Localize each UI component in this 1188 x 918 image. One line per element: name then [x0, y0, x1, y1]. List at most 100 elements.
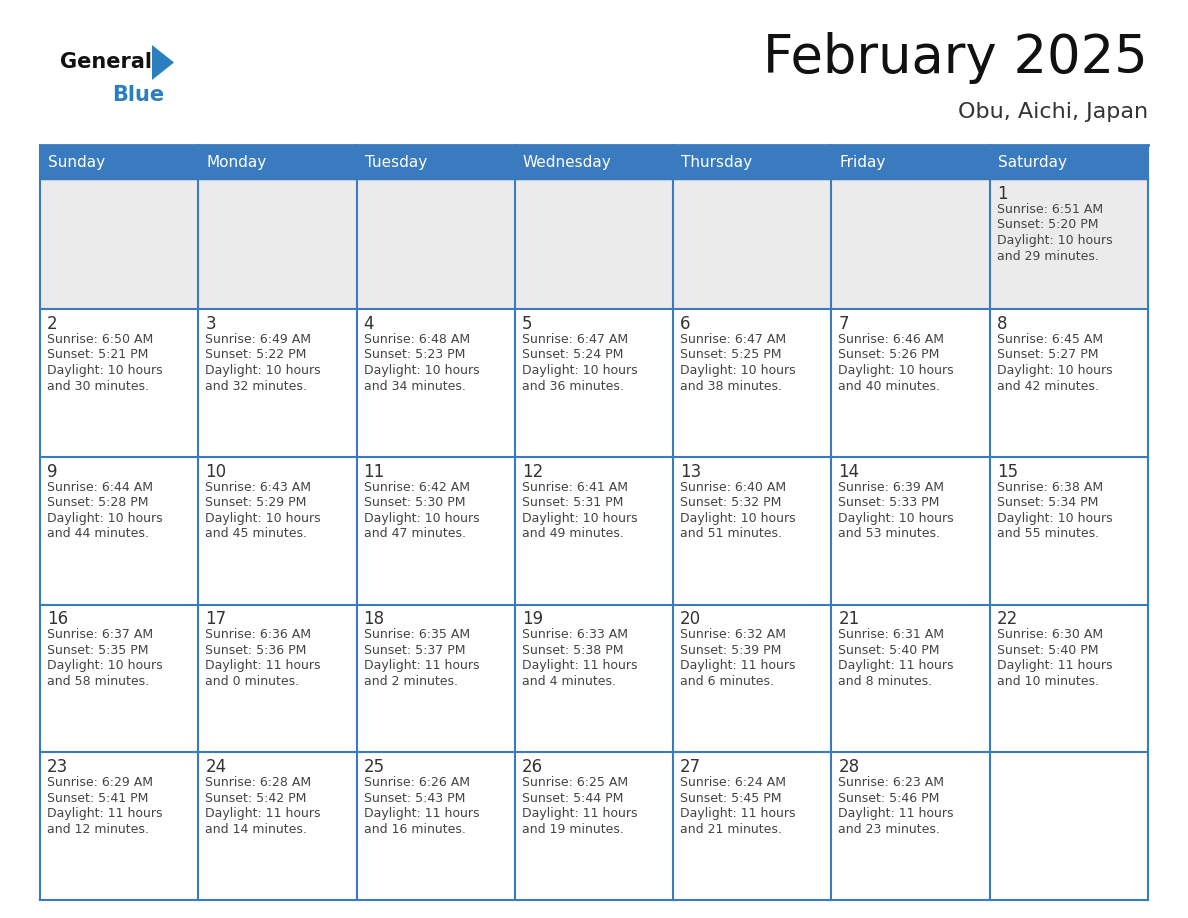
Text: Daylight: 10 hours: Daylight: 10 hours [522, 364, 638, 377]
Text: Monday: Monday [207, 155, 266, 171]
Text: Daylight: 10 hours: Daylight: 10 hours [48, 659, 163, 673]
Text: and 49 minutes.: and 49 minutes. [522, 527, 624, 541]
Text: Sunset: 5:21 PM: Sunset: 5:21 PM [48, 349, 148, 362]
Text: Daylight: 10 hours: Daylight: 10 hours [364, 511, 479, 525]
Text: 9: 9 [48, 463, 57, 481]
Text: Sunrise: 6:43 AM: Sunrise: 6:43 AM [206, 481, 311, 494]
Text: 6: 6 [681, 315, 690, 333]
Text: Sunset: 5:31 PM: Sunset: 5:31 PM [522, 497, 624, 509]
Text: Daylight: 11 hours: Daylight: 11 hours [839, 807, 954, 821]
Bar [990, 457, 1148, 604]
Bar [990, 179, 1148, 309]
Text: and 55 minutes.: and 55 minutes. [997, 527, 1099, 541]
Text: Sunrise: 6:33 AM: Sunrise: 6:33 AM [522, 629, 627, 642]
Text: Sunrise: 6:37 AM: Sunrise: 6:37 AM [48, 629, 153, 642]
Text: and 12 minutes.: and 12 minutes. [48, 823, 148, 835]
Text: and 10 minutes.: and 10 minutes. [997, 675, 1099, 688]
Bar [40, 145, 198, 179]
Text: Daylight: 10 hours: Daylight: 10 hours [48, 364, 163, 377]
Text: Sunrise: 6:48 AM: Sunrise: 6:48 AM [364, 333, 469, 346]
Text: Friday: Friday [840, 155, 886, 171]
Text: Sunset: 5:30 PM: Sunset: 5:30 PM [364, 497, 465, 509]
Text: Sunset: 5:37 PM: Sunset: 5:37 PM [364, 644, 465, 657]
Bar [990, 752, 1148, 900]
Text: and 58 minutes.: and 58 minutes. [48, 675, 150, 688]
Text: 14: 14 [839, 463, 860, 481]
Text: 26: 26 [522, 758, 543, 777]
Bar [674, 145, 832, 179]
Text: Sunrise: 6:28 AM: Sunrise: 6:28 AM [206, 777, 311, 789]
Text: Sunset: 5:44 PM: Sunset: 5:44 PM [522, 791, 624, 805]
Text: 24: 24 [206, 758, 227, 777]
Text: Daylight: 11 hours: Daylight: 11 hours [364, 659, 479, 673]
Text: Daylight: 10 hours: Daylight: 10 hours [206, 511, 321, 525]
Text: 18: 18 [364, 610, 385, 629]
Bar [990, 309, 1148, 457]
Bar [832, 752, 990, 900]
Text: and 51 minutes.: and 51 minutes. [681, 527, 782, 541]
Text: Daylight: 10 hours: Daylight: 10 hours [839, 511, 954, 525]
Text: Daylight: 11 hours: Daylight: 11 hours [48, 807, 163, 821]
Text: 17: 17 [206, 610, 227, 629]
Text: Sunrise: 6:42 AM: Sunrise: 6:42 AM [364, 481, 469, 494]
Text: 25: 25 [364, 758, 385, 777]
Text: Sunset: 5:41 PM: Sunset: 5:41 PM [48, 791, 148, 805]
Text: and 36 minutes.: and 36 minutes. [522, 379, 624, 393]
Text: and 14 minutes.: and 14 minutes. [206, 823, 308, 835]
Text: Sunset: 5:33 PM: Sunset: 5:33 PM [839, 497, 940, 509]
Text: and 29 minutes.: and 29 minutes. [997, 250, 1099, 263]
Text: Sunset: 5:40 PM: Sunset: 5:40 PM [839, 644, 940, 657]
Bar [674, 604, 832, 752]
Bar [40, 604, 198, 752]
Text: Sunset: 5:32 PM: Sunset: 5:32 PM [681, 497, 782, 509]
Bar [990, 604, 1148, 752]
Bar [356, 309, 514, 457]
Text: 23: 23 [48, 758, 68, 777]
Text: and 45 minutes.: and 45 minutes. [206, 527, 308, 541]
Bar [674, 752, 832, 900]
Text: 20: 20 [681, 610, 701, 629]
Bar [514, 309, 674, 457]
Text: Sunset: 5:26 PM: Sunset: 5:26 PM [839, 349, 940, 362]
Text: Sunset: 5:20 PM: Sunset: 5:20 PM [997, 218, 1098, 231]
Text: Sunrise: 6:31 AM: Sunrise: 6:31 AM [839, 629, 944, 642]
Text: Sunset: 5:35 PM: Sunset: 5:35 PM [48, 644, 148, 657]
Bar [40, 752, 198, 900]
Polygon shape [152, 45, 173, 80]
Text: Sunrise: 6:24 AM: Sunrise: 6:24 AM [681, 777, 786, 789]
Text: Sunrise: 6:25 AM: Sunrise: 6:25 AM [522, 777, 628, 789]
Text: and 44 minutes.: and 44 minutes. [48, 527, 148, 541]
Text: 8: 8 [997, 315, 1007, 333]
Text: and 6 minutes.: and 6 minutes. [681, 675, 775, 688]
Text: and 8 minutes.: and 8 minutes. [839, 675, 933, 688]
Text: Daylight: 11 hours: Daylight: 11 hours [522, 807, 637, 821]
Bar [514, 604, 674, 752]
Text: and 32 minutes.: and 32 minutes. [206, 379, 308, 393]
Text: Daylight: 10 hours: Daylight: 10 hours [997, 364, 1112, 377]
Text: Sunset: 5:38 PM: Sunset: 5:38 PM [522, 644, 624, 657]
Text: 10: 10 [206, 463, 227, 481]
Text: Sunset: 5:36 PM: Sunset: 5:36 PM [206, 644, 307, 657]
Text: Daylight: 11 hours: Daylight: 11 hours [997, 659, 1112, 673]
Text: 27: 27 [681, 758, 701, 777]
Text: 1: 1 [997, 185, 1007, 203]
Text: Sunrise: 6:38 AM: Sunrise: 6:38 AM [997, 481, 1102, 494]
Text: Sunset: 5:25 PM: Sunset: 5:25 PM [681, 349, 782, 362]
Bar [674, 457, 832, 604]
Text: Daylight: 11 hours: Daylight: 11 hours [522, 659, 637, 673]
Bar [832, 604, 990, 752]
Text: and 4 minutes.: and 4 minutes. [522, 675, 615, 688]
Text: and 19 minutes.: and 19 minutes. [522, 823, 624, 835]
Text: and 42 minutes.: and 42 minutes. [997, 379, 1099, 393]
Text: Sunrise: 6:49 AM: Sunrise: 6:49 AM [206, 333, 311, 346]
Text: 13: 13 [681, 463, 701, 481]
Bar [832, 309, 990, 457]
Text: and 2 minutes.: and 2 minutes. [364, 675, 457, 688]
Text: Sunset: 5:22 PM: Sunset: 5:22 PM [206, 349, 307, 362]
Text: 16: 16 [48, 610, 68, 629]
Text: Daylight: 10 hours: Daylight: 10 hours [681, 364, 796, 377]
Text: Daylight: 11 hours: Daylight: 11 hours [206, 659, 321, 673]
Text: Sunrise: 6:23 AM: Sunrise: 6:23 AM [839, 777, 944, 789]
Text: Sunrise: 6:50 AM: Sunrise: 6:50 AM [48, 333, 153, 346]
Text: Sunrise: 6:40 AM: Sunrise: 6:40 AM [681, 481, 786, 494]
